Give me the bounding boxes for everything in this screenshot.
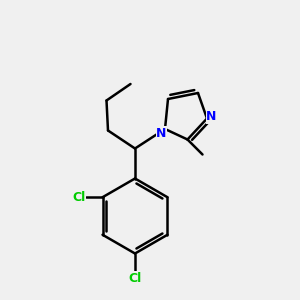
Text: N: N [156,127,167,140]
Text: N: N [206,110,217,124]
Text: Cl: Cl [72,191,85,204]
Text: Cl: Cl [128,272,142,285]
